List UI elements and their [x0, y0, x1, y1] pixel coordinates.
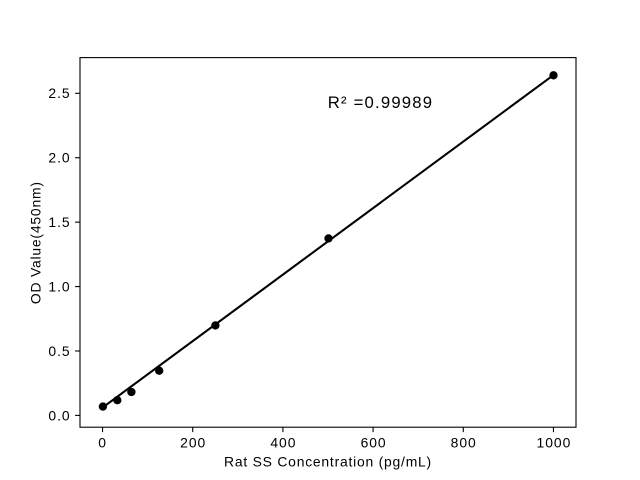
svg-text:R² =0.99989: R² =0.99989	[328, 93, 434, 112]
svg-text:0.5: 0.5	[48, 343, 70, 359]
svg-text:1000: 1000	[537, 434, 572, 450]
svg-text:800: 800	[451, 434, 477, 450]
svg-text:1.5: 1.5	[48, 214, 70, 230]
svg-text:2.5: 2.5	[48, 85, 70, 101]
svg-text:200: 200	[180, 434, 206, 450]
svg-text:1.0: 1.0	[48, 278, 70, 294]
svg-text:Rat SS Concentration (pg/mL): Rat SS Concentration (pg/mL)	[224, 454, 432, 470]
svg-text:600: 600	[361, 434, 387, 450]
svg-text:0: 0	[98, 434, 107, 450]
svg-text:2.0: 2.0	[48, 150, 70, 166]
svg-text:0.0: 0.0	[48, 407, 70, 423]
svg-text:400: 400	[270, 434, 296, 450]
svg-text:OD Value(450nm): OD Value(450nm)	[27, 181, 43, 304]
